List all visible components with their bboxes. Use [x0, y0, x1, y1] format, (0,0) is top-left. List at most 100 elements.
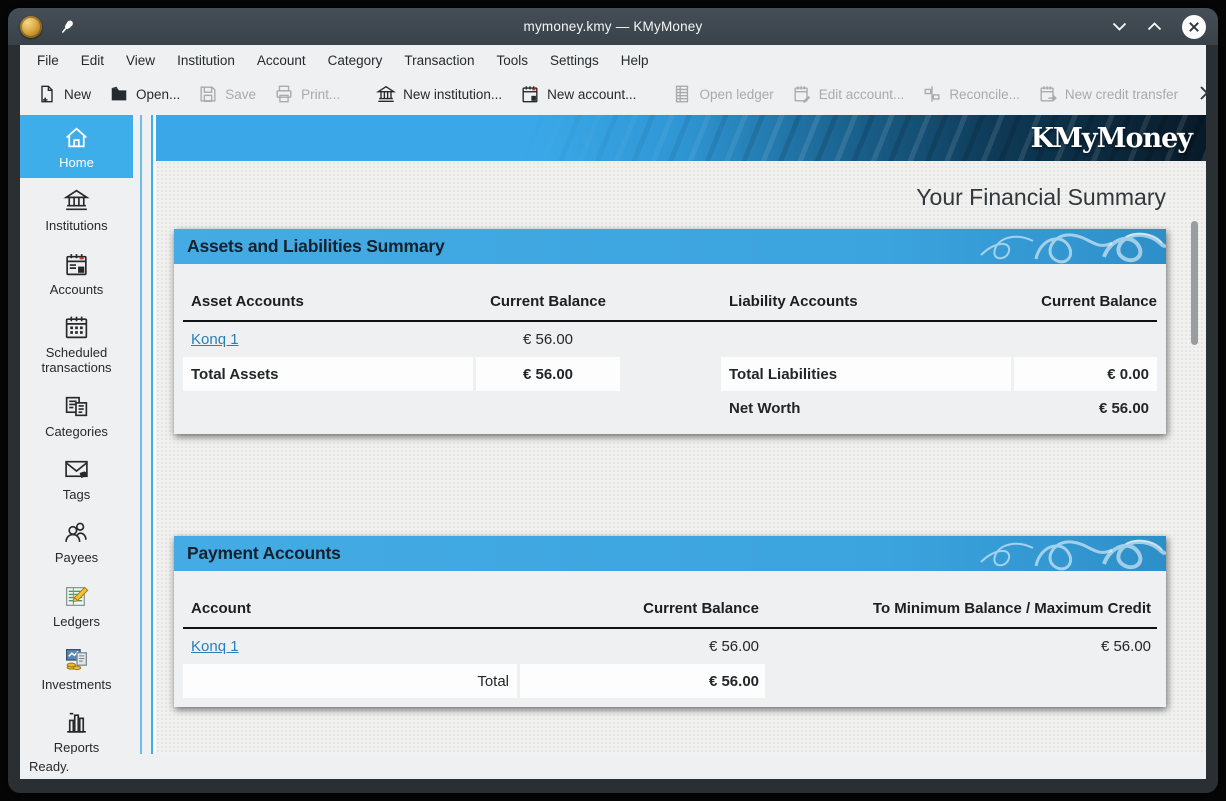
- column-header: Current Balance: [1041, 293, 1157, 310]
- pin-icon[interactable]: [58, 18, 76, 36]
- new-account-icon: [522, 86, 538, 103]
- sidebar-item-label: Accounts: [49, 281, 104, 297]
- new-button[interactable]: New: [28, 77, 100, 111]
- payment-accounts-box: Payment Accounts Ac: [174, 536, 1166, 707]
- calendar-icon: [65, 316, 88, 339]
- toolbar-label: New credit transfer: [1064, 86, 1179, 102]
- kmymoney-banner: KMyMoney: [156, 115, 1206, 161]
- vertical-scrollbar[interactable]: [1191, 221, 1198, 345]
- account-link-konq1[interactable]: Konq 1: [191, 638, 239, 655]
- total-label: Total: [183, 664, 517, 698]
- app-window: mymoney.kmy — KMyMoney File Edit View In…: [8, 8, 1218, 793]
- bank-icon: [376, 85, 397, 102]
- open-ledger-button: Open ledger: [663, 77, 782, 111]
- sidebar-item-reports[interactable]: Reports: [20, 700, 133, 754]
- maximize-icon[interactable]: [1147, 22, 1162, 31]
- payees-icon: [65, 522, 87, 543]
- menu-tools[interactable]: Tools: [496, 52, 528, 68]
- sidebar-item-ledgers[interactable]: Ledgers: [20, 574, 133, 637]
- reports-icon: [67, 713, 86, 733]
- column-header: To Minimum Balance / Maximum Credit: [872, 600, 1151, 617]
- menu-help[interactable]: Help: [620, 52, 649, 68]
- column-header: Current Balance: [643, 600, 759, 617]
- menu-edit[interactable]: Edit: [80, 52, 105, 68]
- menu-transaction[interactable]: Transaction: [404, 52, 475, 68]
- home-view: KMyMoney Your Financial Summary Assets a…: [151, 115, 1206, 754]
- save-icon: [200, 86, 216, 102]
- account-link-konq1[interactable]: Konq 1: [191, 331, 239, 348]
- chevron-right-icon: [1200, 85, 1209, 100]
- toolbar-label: New account...: [547, 86, 637, 102]
- sidebar: Home Institutions Accounts Scheduled tra…: [20, 115, 133, 754]
- sidebar-item-label: Reports: [53, 740, 100, 754]
- assets-liabilities-header: Assets and Liabilities Summary: [174, 229, 1166, 264]
- sidebar-item-label: Payees: [54, 550, 99, 566]
- sidebar-item-categories[interactable]: Categories: [20, 384, 133, 447]
- institutions-bank-icon: [63, 189, 90, 211]
- financial-summary-page: Your Financial Summary Assets and Liabil…: [156, 161, 1206, 754]
- kmymoney-app-icon: [20, 15, 42, 38]
- menubar: File Edit View Institution Account Categ…: [20, 45, 1206, 73]
- net-worth-row: Net Worth € 56.00: [174, 391, 1166, 425]
- sidebar-item-home[interactable]: Home: [20, 115, 133, 179]
- sidebar-item-label: Home: [59, 155, 94, 170]
- home-icon: [66, 127, 87, 148]
- sidebar-item-label: Scheduled transactions: [41, 344, 112, 376]
- sidebar-item-label: Categories: [45, 423, 108, 439]
- sidebar-splitter[interactable]: [133, 115, 151, 754]
- sidebar-item-tags[interactable]: Tags: [20, 447, 133, 510]
- sidebar-item-institutions[interactable]: Institutions: [20, 178, 133, 241]
- menu-category[interactable]: Category: [327, 52, 383, 68]
- new-account-button[interactable]: New account...: [511, 77, 645, 111]
- totals-row: Total Assets € 56.00 Total Liabilities €…: [174, 357, 1166, 391]
- sidebar-item-label: Tags: [62, 486, 91, 502]
- minimize-icon[interactable]: [1112, 22, 1127, 31]
- menu-file[interactable]: File: [37, 52, 59, 68]
- toolbar: New Open... Save Print... New institutio…: [20, 73, 1209, 115]
- toolbar-label: New institution...: [403, 86, 503, 102]
- menu-institution[interactable]: Institution: [177, 52, 235, 68]
- status-text: Ready.: [29, 759, 70, 774]
- menu-account[interactable]: Account: [256, 52, 306, 68]
- toolbar-label: Save: [225, 86, 257, 102]
- kmymoney-logo: KMyMoney: [1030, 122, 1193, 154]
- edit-account-icon: [794, 86, 810, 103]
- total-assets-label: Total Assets: [183, 357, 473, 391]
- sidebar-item-payees[interactable]: Payees: [20, 510, 133, 573]
- account-balance: € 56.00: [522, 331, 574, 348]
- assets-liabilities-box: Assets and Liabilities Summary: [174, 229, 1166, 434]
- flourish-decoration-icon: [980, 232, 1166, 264]
- menu-settings[interactable]: Settings: [549, 52, 599, 68]
- total-value: € 56.00: [520, 664, 765, 698]
- categories-icon: [65, 396, 88, 416]
- window-title: mymoney.kmy — KMyMoney: [523, 19, 703, 34]
- menu-view[interactable]: View: [126, 52, 156, 68]
- payment-column-headers: Account Current Balance To Minimum Balan…: [174, 571, 1166, 627]
- asset-account-row: Konq 1 € 56.00: [174, 322, 1166, 357]
- save-button: Save: [189, 77, 265, 111]
- column-header: Asset Accounts: [191, 293, 304, 310]
- toolbar-overflow-button[interactable]: [1187, 79, 1215, 110]
- reconcile-button: Reconcile...: [913, 77, 1029, 111]
- new-credit-transfer-button: New credit transfer: [1029, 77, 1187, 111]
- sidebar-item-investments[interactable]: Investments: [20, 637, 133, 700]
- net-worth-label: Net Worth: [729, 399, 801, 417]
- account-min-max: € 56.00: [1100, 638, 1151, 655]
- sidebar-item-accounts[interactable]: Accounts: [20, 242, 133, 305]
- titlebar[interactable]: mymoney.kmy — KMyMoney: [8, 8, 1218, 45]
- open-button[interactable]: Open...: [100, 77, 189, 111]
- column-header: Account: [191, 600, 251, 617]
- credit-transfer-icon: [1040, 86, 1057, 102]
- sidebar-item-scheduled-transactions[interactable]: Scheduled transactions: [20, 305, 133, 384]
- box-title: Payment Accounts: [187, 543, 341, 563]
- toolbar-label: Reconcile...: [949, 86, 1020, 102]
- ledgers-icon: [66, 586, 89, 606]
- net-worth-value: € 56.00: [1098, 399, 1149, 417]
- sidebar-item-label: Investments: [41, 676, 112, 692]
- payment-total-row: Total € 56.00: [174, 664, 1166, 698]
- box-title: Assets and Liabilities Summary: [187, 236, 445, 256]
- close-icon[interactable]: [1182, 14, 1206, 39]
- toolbar-label: Edit account...: [818, 86, 905, 102]
- new-institution-button[interactable]: New institution...: [367, 77, 511, 111]
- print-icon: [276, 85, 292, 103]
